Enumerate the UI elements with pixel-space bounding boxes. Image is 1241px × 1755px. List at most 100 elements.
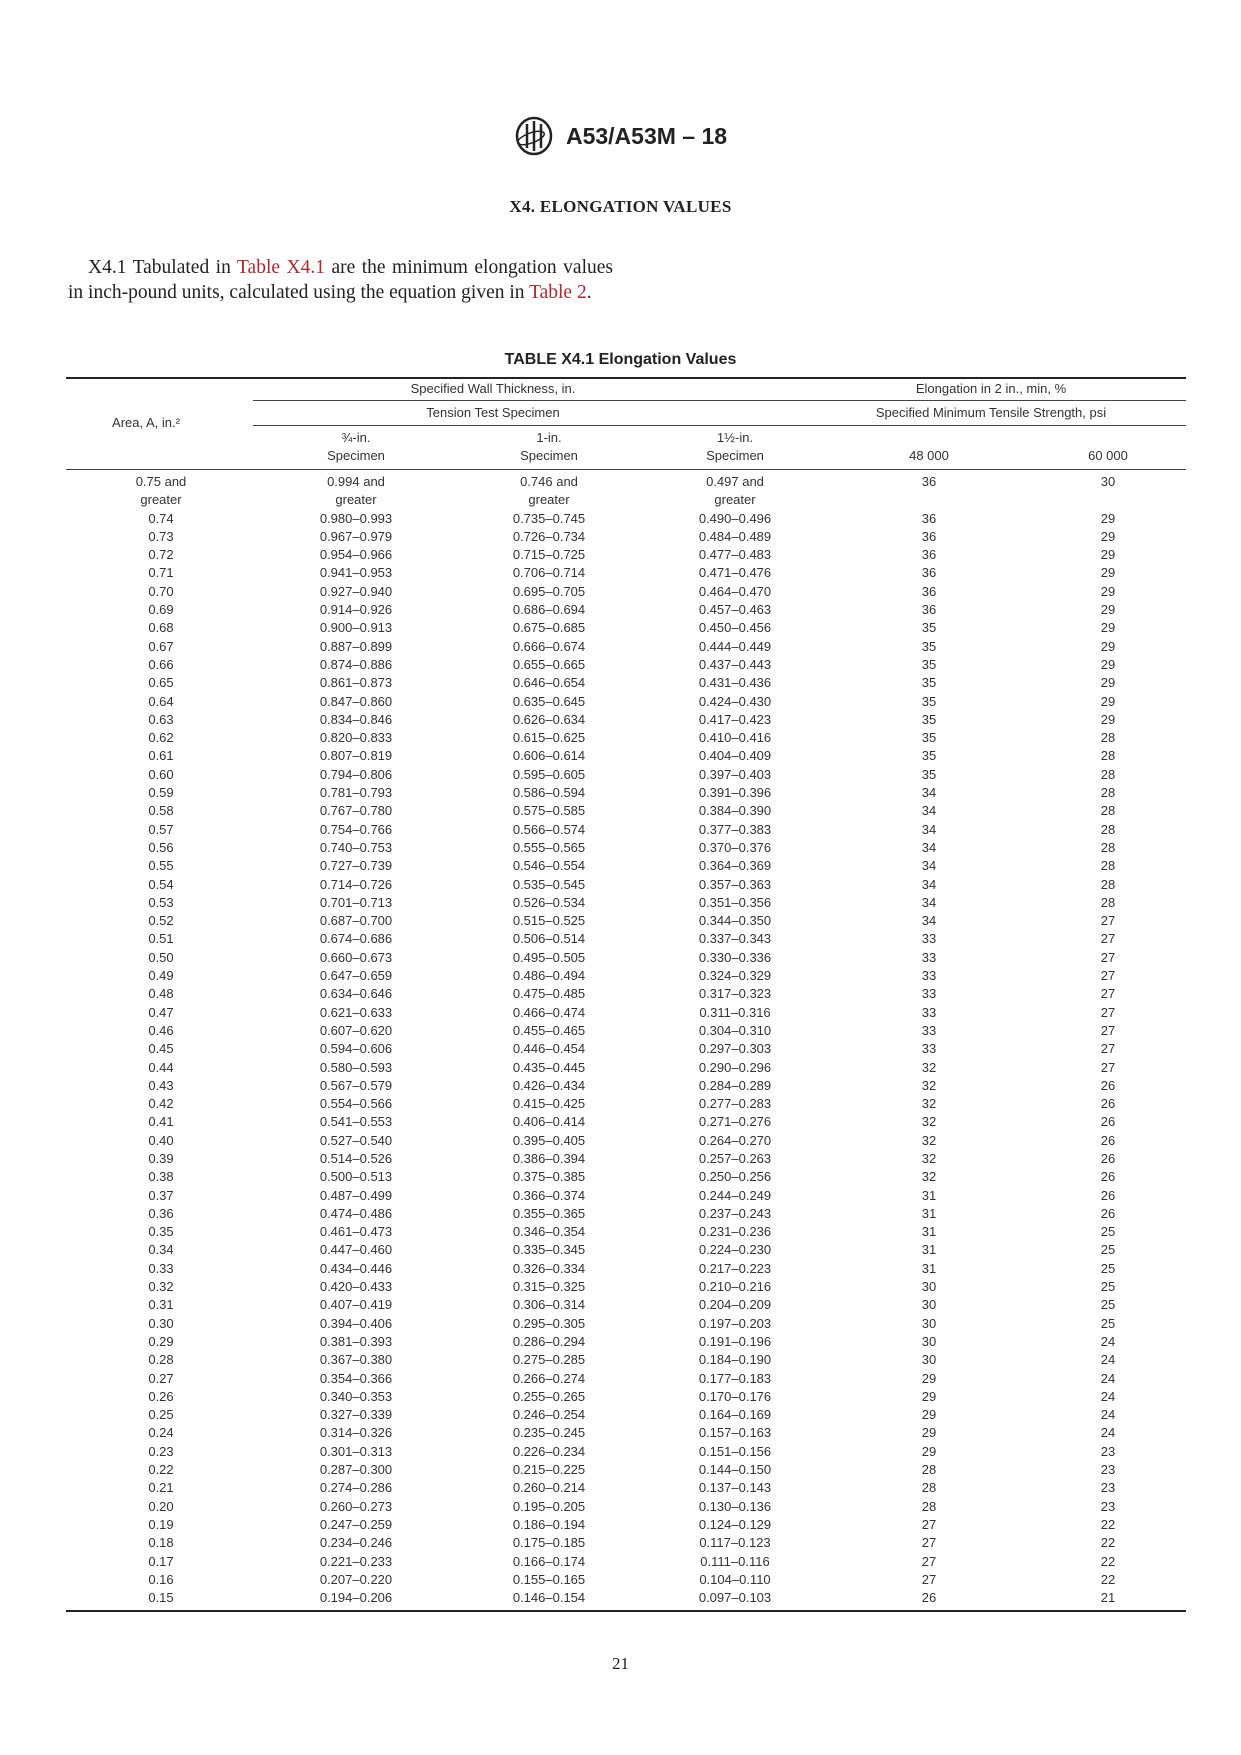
cell-spec-3-4: 0.554–0.566 (319, 1096, 393, 1112)
header-line: Specimen (520, 448, 578, 463)
cell-spec-1: 0.646–0.654 (512, 675, 586, 691)
cell-spec-1-1-2: 0.444–0.449 (698, 638, 772, 654)
cell-spec-1-1-2: 0.117–0.123 (699, 1535, 771, 1551)
table-row: 0.64 0.847–0.860 0.635–0.645 0.424–0.430 35 2… (66, 693, 1186, 711)
cell-spec-3-4: 0.394–0.406 (319, 1315, 393, 1331)
cell-elong-48000: 28 (921, 1480, 937, 1496)
cell-elong-60000: 28 (1100, 785, 1116, 801)
paragraph-text: X4.1 Tabulated in (88, 257, 237, 278)
cell-area: 0.39 (148, 1150, 174, 1166)
table-row: 0.23 0.301–0.313 0.226–0.234 0.151–0.156 29 2… (66, 1443, 1186, 1461)
table-row: 0.71 0.941–0.953 0.706–0.714 0.471–0.476 36 2… (66, 564, 1186, 582)
cell-spec-3-4: 0.994 and greater (327, 474, 385, 508)
header-line: ¾-in. (341, 430, 371, 445)
cell-spec-1-1-2: 0.164–0.169 (698, 1407, 772, 1423)
cell-elong-60000: 26 (1100, 1096, 1116, 1112)
cell-elong-60000: 22 (1100, 1516, 1116, 1532)
cell-elong-60000: 25 (1100, 1279, 1116, 1295)
cell-spec-1: 0.486–0.494 (512, 968, 586, 984)
cell-spec-1: 0.306–0.314 (512, 1297, 586, 1313)
cell-area: 0.15 (148, 1590, 174, 1606)
cell-elong-48000: 36 (921, 583, 937, 599)
cell-area: 0.38 (148, 1169, 174, 1185)
cell-spec-1-1-2: 0.124–0.129 (698, 1516, 772, 1532)
cell-spec-1-1-2: 0.290–0.296 (698, 1059, 772, 1075)
cell-spec-3-4: 0.434–0.446 (319, 1260, 393, 1276)
cell-area: 0.40 (148, 1132, 174, 1148)
cell-area: 0.27 (148, 1370, 174, 1386)
cell-spec-3-4: 0.247–0.259 (319, 1516, 393, 1532)
cell-elong-60000: 22 (1100, 1553, 1116, 1569)
cell-elong-60000: 29 (1100, 602, 1116, 618)
cell-spec-1: 0.386–0.394 (512, 1150, 586, 1166)
cell-spec-1-1-2: 0.337–0.343 (698, 931, 772, 947)
cell-elong-48000: 27 (921, 1553, 937, 1569)
cell-spec-1: 0.295–0.305 (512, 1315, 586, 1331)
cell-spec-1-1-2: 0.484–0.489 (698, 528, 772, 544)
table-row: 0.53 0.701–0.713 0.526–0.534 0.351–0.356 34 2… (66, 894, 1186, 912)
table-row: 0.69 0.914–0.926 0.686–0.694 0.457–0.463 36 2… (66, 601, 1186, 619)
table-row: 0.35 0.461–0.473 0.346–0.354 0.231–0.236 31 2… (66, 1223, 1186, 1241)
cell-area: 0.21 (148, 1480, 174, 1496)
cell-spec-1-1-2: 0.151–0.156 (698, 1443, 772, 1459)
cell-area: 0.30 (148, 1315, 174, 1331)
cell-spec-3-4: 0.447–0.460 (319, 1242, 393, 1258)
table-row: 0.52 0.687–0.700 0.515–0.525 0.344–0.350 34 2… (66, 912, 1186, 930)
cell-spec-1-1-2: 0.264–0.270 (698, 1132, 772, 1148)
cell-elong-60000: 29 (1100, 638, 1116, 654)
cell-spec-1-1-2: 0.391–0.396 (698, 785, 772, 801)
cell-spec-3-4: 0.580–0.593 (319, 1059, 393, 1075)
cell-area: 0.20 (148, 1498, 174, 1514)
cell-area: 0.59 (148, 785, 174, 801)
table-row: 0.38 0.500–0.513 0.375–0.385 0.250–0.256 32 2… (66, 1168, 1186, 1186)
cell-spec-1-1-2: 0.271–0.276 (698, 1114, 772, 1130)
cell-elong-48000: 32 (921, 1150, 937, 1166)
cell-spec-1: 0.666–0.674 (512, 638, 586, 654)
cell-elong-48000: 29 (921, 1407, 937, 1423)
cell-elong-48000: 33 (921, 968, 937, 984)
cell-area: 0.71 (148, 565, 174, 581)
table-row: 0.49 0.647–0.659 0.486–0.494 0.324–0.329 33 2… (66, 967, 1186, 985)
cell-elong-60000: 24 (1100, 1370, 1116, 1386)
cell-spec-1-1-2: 0.157–0.163 (698, 1425, 772, 1441)
cell-elong-60000: 22 (1100, 1535, 1116, 1551)
cell-spec-1: 0.446–0.454 (512, 1041, 586, 1057)
table-row: 0.63 0.834–0.846 0.626–0.634 0.417–0.423 35 2… (66, 711, 1186, 729)
header-elongation: Elongation in 2 in., min, % (915, 381, 1067, 396)
cell-area: 0.23 (148, 1443, 174, 1459)
cell-elong-48000: 36 (921, 528, 937, 544)
cell-elong-48000: 31 (921, 1187, 937, 1203)
cell-elong-60000: 24 (1100, 1425, 1116, 1441)
cell-spec-1: 0.515–0.525 (512, 913, 586, 929)
cell-spec-1: 0.706–0.714 (512, 565, 586, 581)
cell-spec-3-4: 0.820–0.833 (319, 730, 393, 746)
cell-spec-1: 0.586–0.594 (512, 785, 586, 801)
cell-spec-1: 0.475–0.485 (512, 986, 586, 1002)
table-2-link[interactable]: Table 2 (529, 282, 587, 303)
table-row: 0.72 0.954–0.966 0.715–0.725 0.477–0.483 36 2… (66, 546, 1186, 564)
header-tensile-strength: Specified Minimum Tensile Strength, psi (875, 405, 1107, 420)
cell-elong-60000: 26 (1100, 1205, 1116, 1221)
cell-elong-48000: 34 (921, 803, 937, 819)
cell-elong-60000: 24 (1100, 1388, 1116, 1404)
table-x4-1-link[interactable]: Table X4.1 (236, 257, 325, 278)
cell-elong-60000: 29 (1100, 565, 1116, 581)
cell-spec-1: 0.495–0.505 (512, 949, 586, 965)
table-row: 0.30 0.394–0.406 0.295–0.305 0.197–0.203 30 2… (66, 1315, 1186, 1333)
cell-elong-48000: 28 (921, 1498, 937, 1514)
cell-elong-48000: 34 (921, 821, 937, 837)
table-row: 0.25 0.327–0.339 0.246–0.254 0.164–0.169 29 2… (66, 1406, 1186, 1424)
cell-spec-3-4: 0.754–0.766 (319, 821, 393, 837)
cell-spec-3-4: 0.514–0.526 (319, 1150, 393, 1166)
cell-spec-3-4: 0.834–0.846 (319, 711, 393, 727)
cell-elong-60000: 29 (1100, 528, 1116, 544)
cell-spec-3-4: 0.234–0.246 (319, 1535, 393, 1551)
cell-spec-1-1-2: 0.137–0.143 (698, 1480, 772, 1496)
cell-spec-1: 0.695–0.705 (512, 583, 586, 599)
cell-area: 0.41 (148, 1114, 174, 1130)
cell-spec-1: 0.315–0.325 (512, 1279, 586, 1295)
cell-spec-3-4: 0.354–0.366 (319, 1370, 393, 1386)
cell-spec-1-1-2: 0.097–0.103 (698, 1590, 772, 1606)
cell-elong-60000: 23 (1100, 1498, 1116, 1514)
cell-spec-1-1-2: 0.217–0.223 (698, 1260, 772, 1276)
